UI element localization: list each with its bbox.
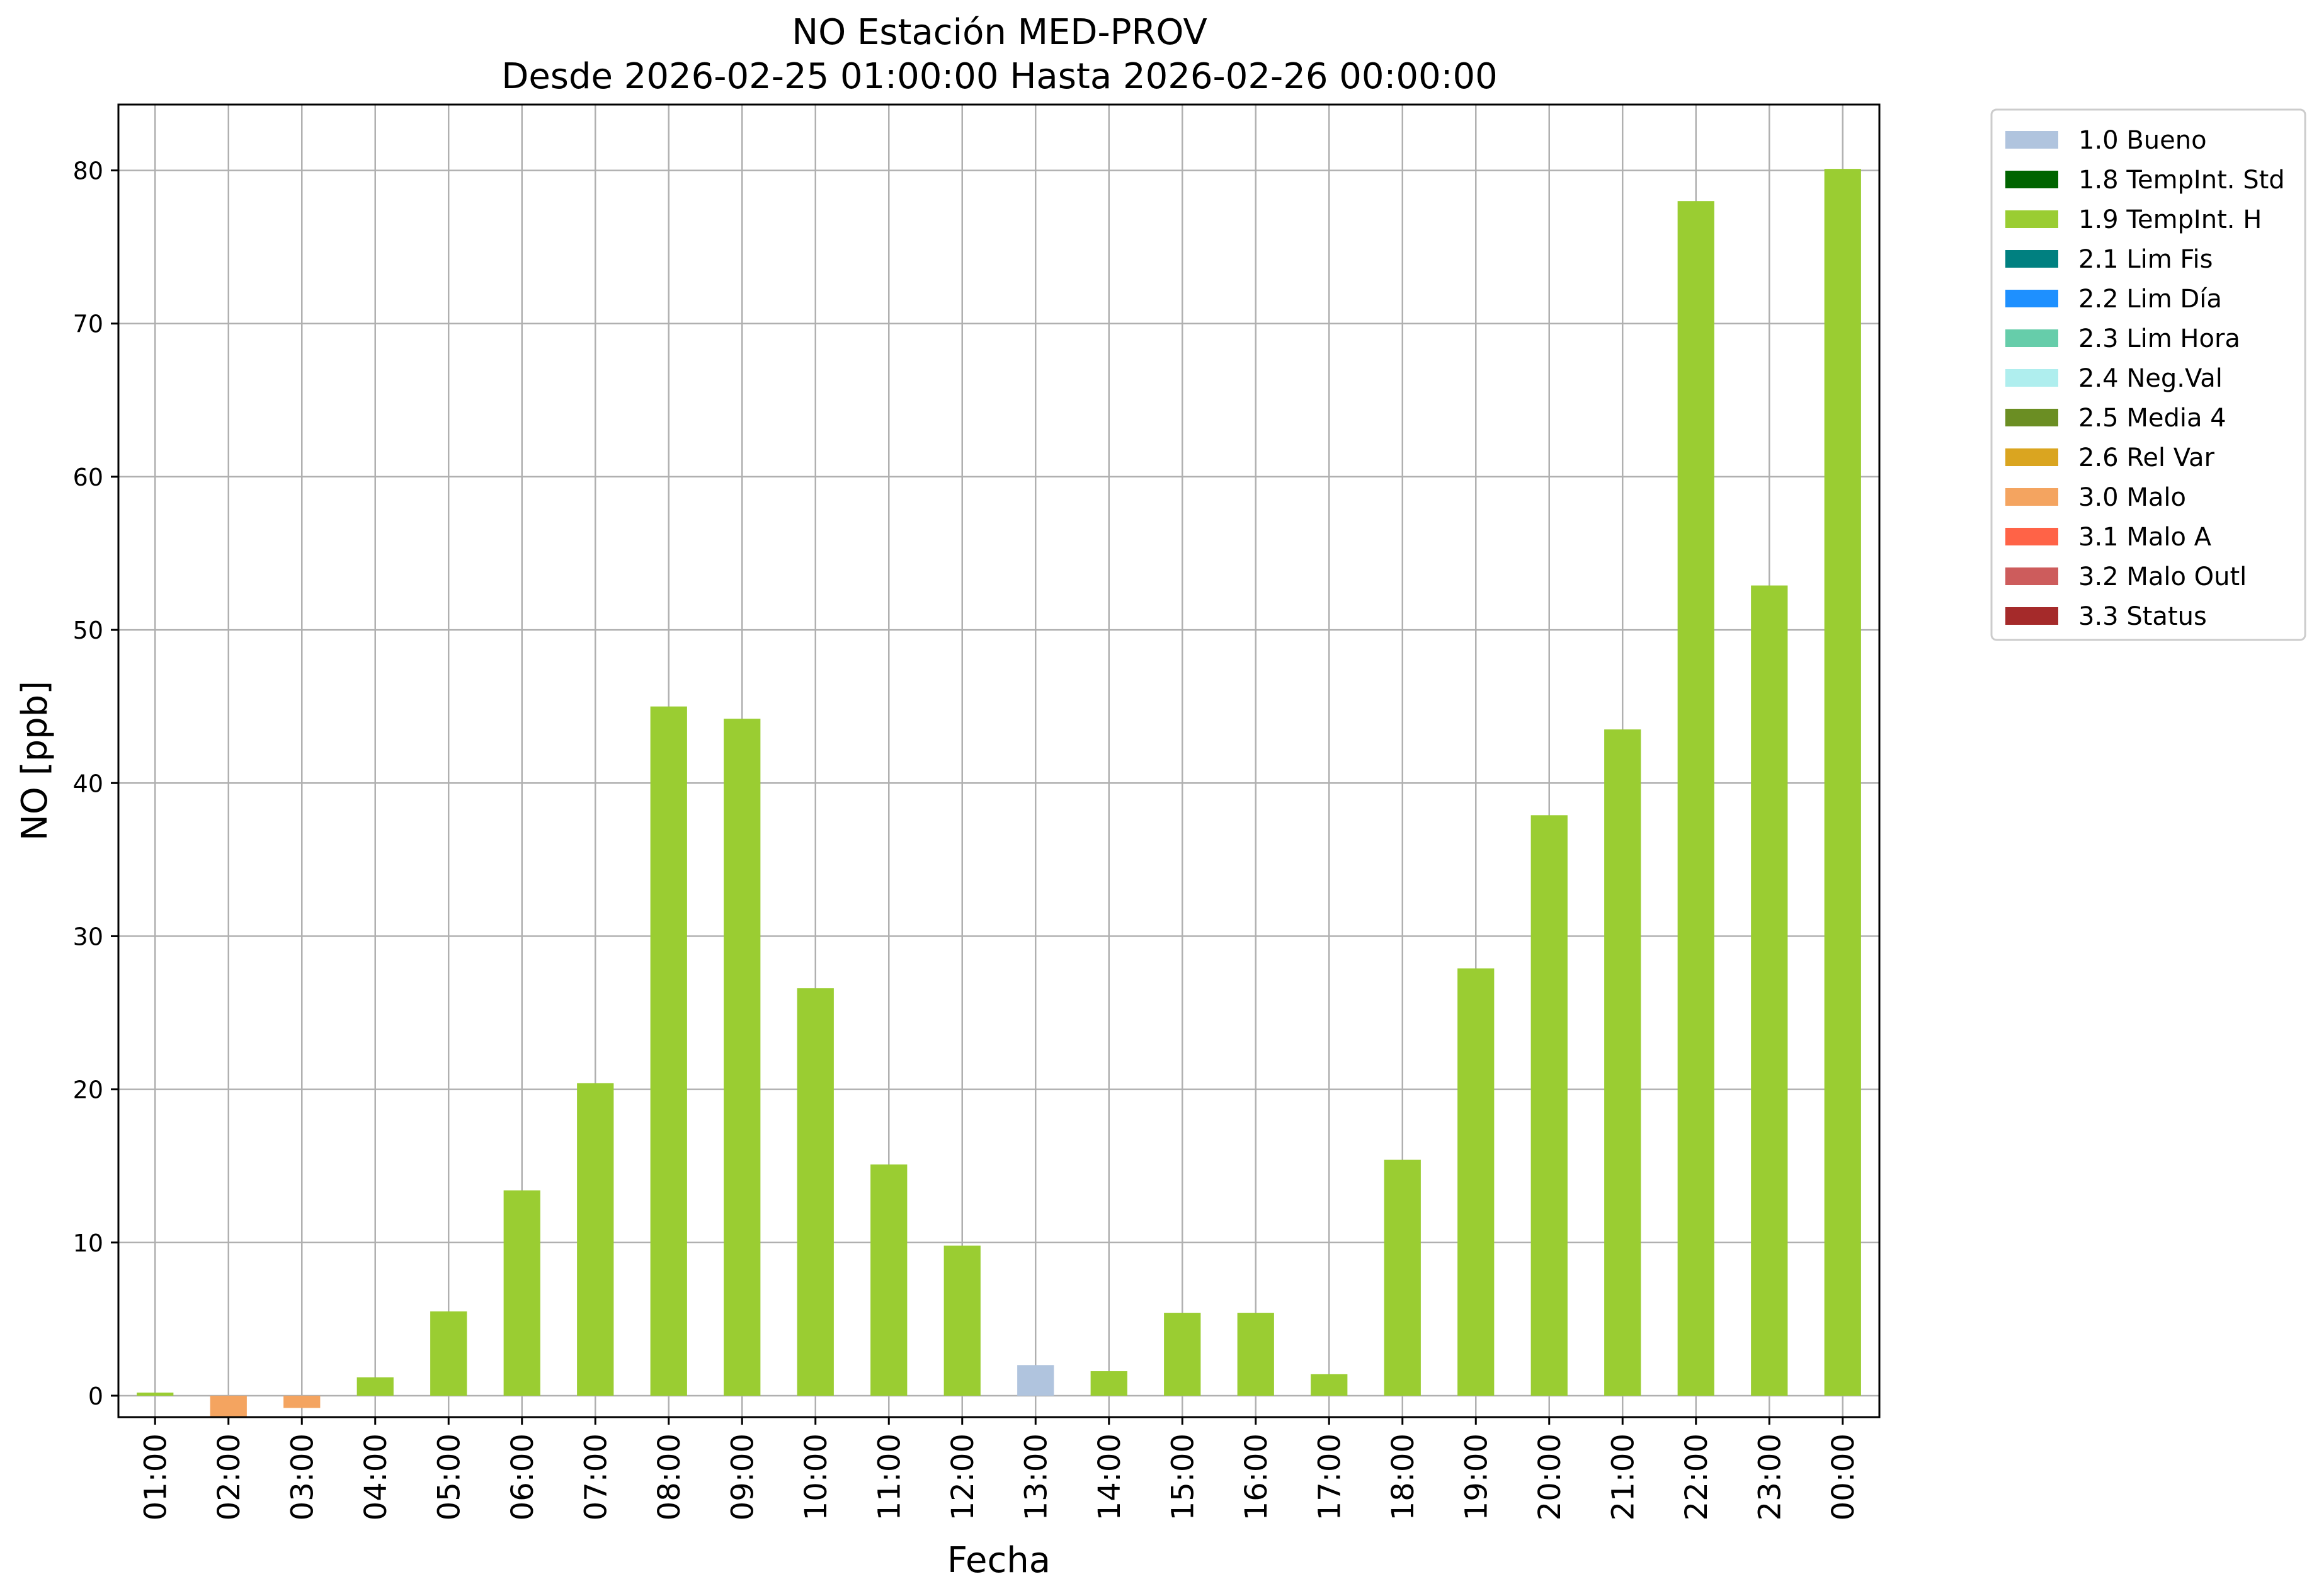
y-tick-label: 40: [73, 770, 103, 797]
y-axis-label: NO [ppb]: [14, 681, 55, 841]
legend-swatch: [2005, 210, 2058, 228]
legend-label: 3.1 Malo A: [2078, 523, 2212, 552]
bar: [870, 1164, 908, 1396]
y-tick-label: 0: [88, 1382, 103, 1410]
legend-label: 2.4 Neg.Val: [2078, 364, 2223, 393]
legend-swatch: [2005, 607, 2058, 625]
x-tick-label: 14:00: [1092, 1434, 1127, 1520]
y-tick-label: 50: [73, 617, 103, 644]
y-tick-label: 30: [73, 923, 103, 950]
legend-swatch: [2005, 409, 2058, 426]
y-tick-label: 20: [73, 1076, 103, 1104]
x-tick-label: 12:00: [945, 1434, 981, 1520]
bar: [1090, 1371, 1127, 1396]
x-tick-label: 17:00: [1312, 1434, 1347, 1520]
bar: [1677, 201, 1714, 1396]
x-tick-label: 13:00: [1018, 1434, 1054, 1520]
legend-frame: [1990, 108, 2306, 641]
legend-label: 1.8 TempInt. Std: [2078, 166, 2285, 195]
x-tick-label: 00:00: [1826, 1434, 1861, 1520]
bar: [1604, 729, 1641, 1396]
x-axis: 01:00 02:00 03:00 04:00 05:00 06:00 07:00 08:00…: [138, 1417, 1861, 1520]
x-tick-label: 23:00: [1752, 1434, 1787, 1520]
bar: [1017, 1365, 1054, 1396]
x-tick-label: 04:00: [358, 1434, 394, 1520]
bar: [503, 1190, 540, 1396]
y-tick-label: 80: [73, 157, 103, 185]
bar: [724, 719, 761, 1396]
legend-swatch: [2005, 329, 2058, 347]
legend-swatch: [2005, 448, 2058, 466]
bar: [1384, 1160, 1421, 1396]
x-tick-label: 03:00: [285, 1434, 320, 1520]
bar: [356, 1377, 394, 1396]
bar: [1457, 968, 1495, 1396]
y-tick-label: 70: [73, 311, 103, 338]
x-tick-label: 18:00: [1386, 1434, 1421, 1520]
bar: [1237, 1313, 1274, 1396]
x-tick-label: 11:00: [872, 1434, 907, 1520]
legend-label: 1.0 Bueno: [2078, 126, 2207, 155]
y-tick-label: 60: [73, 464, 103, 491]
y-axis: 0 10 20 30 40 50 60 70 80: [73, 157, 118, 1410]
legend-label: 2.1 Lim Fis: [2078, 245, 2213, 274]
legend-label: 2.2 Lim Día: [2078, 285, 2222, 314]
bar: [1824, 169, 1861, 1396]
bar: [797, 988, 834, 1396]
bar: [1311, 1374, 1348, 1396]
bar: [1164, 1313, 1201, 1396]
bar: [577, 1083, 614, 1396]
x-tick-label: 06:00: [505, 1434, 540, 1520]
legend-swatch: [2005, 290, 2058, 307]
bar: [137, 1393, 174, 1396]
bar: [430, 1311, 467, 1396]
x-tick-label: 09:00: [725, 1434, 760, 1520]
legend-label: 2.3 Lim Hora: [2078, 324, 2240, 353]
bar: [210, 1395, 247, 1417]
bar: [943, 1245, 981, 1396]
bars: [137, 169, 1861, 1417]
bar: [1530, 815, 1568, 1396]
bar: [283, 1395, 321, 1408]
x-tick-label: 19:00: [1459, 1434, 1494, 1520]
legend-swatch: [2005, 488, 2058, 506]
legend-label: 1.9 TempInt. H: [2078, 205, 2262, 234]
x-tick-label: 01:00: [138, 1434, 173, 1520]
x-tick-label: 20:00: [1532, 1434, 1568, 1520]
x-tick-label: 05:00: [431, 1434, 467, 1520]
x-tick-label: 10:00: [799, 1434, 834, 1520]
x-tick-label: 02:00: [212, 1434, 247, 1520]
x-axis-label: Fecha: [947, 1540, 1051, 1581]
legend-label: 2.6 Rel Var: [2078, 443, 2215, 472]
legend-swatch: [2005, 528, 2058, 545]
x-tick-label: 08:00: [652, 1434, 687, 1520]
x-tick-label: 16:00: [1239, 1434, 1274, 1520]
bar: [1751, 585, 1788, 1396]
legend-swatch: [2005, 171, 2058, 188]
legend-label: 2.5 Media 4: [2078, 404, 2226, 433]
legend-swatch: [2005, 250, 2058, 268]
x-tick-label: 15:00: [1165, 1434, 1200, 1520]
legend-swatch: [2005, 131, 2058, 149]
x-tick-label: 21:00: [1605, 1434, 1641, 1520]
legend-label: 3.3 Status: [2078, 602, 2207, 631]
legend-swatch: [2005, 567, 2058, 585]
x-tick-label: 07:00: [578, 1434, 613, 1520]
plot-frame: [117, 103, 1881, 1418]
chart-title: NO Estación MED-PROV: [792, 12, 1207, 53]
legend-label: 3.2 Malo Outl: [2078, 562, 2247, 591]
x-tick-label: 22:00: [1679, 1434, 1714, 1520]
y-tick-label: 10: [73, 1229, 103, 1257]
bar: [650, 706, 687, 1396]
chart-subtitle: Desde 2026-02-25 01:00:00 Hasta 2026-02-…: [501, 56, 1498, 97]
legend-swatch: [2005, 369, 2058, 387]
legend-label: 3.0 Malo: [2078, 483, 2186, 512]
legend: 1.0 Bueno 1.8 TempInt. Std 1.9 TempInt. H 2…: [1990, 108, 2306, 641]
